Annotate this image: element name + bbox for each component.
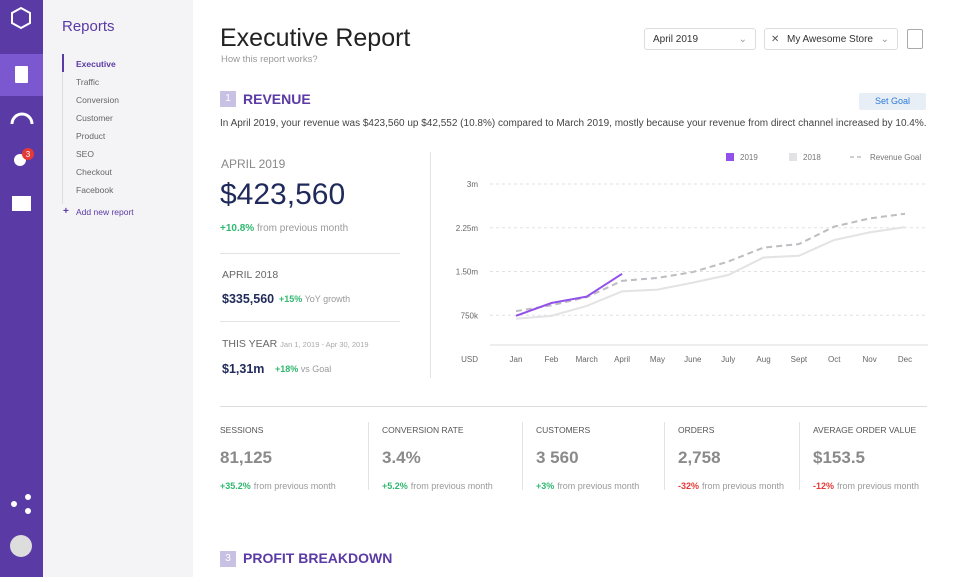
y-tick-label: 3m — [467, 180, 478, 189]
legend-label: Revenue Goal — [870, 153, 921, 162]
series-line — [515, 212, 906, 313]
page-title: Executive Report — [220, 24, 411, 52]
prior-change-text: YoY growth — [304, 294, 351, 304]
prior-value: $335,560 — [222, 292, 275, 306]
kpi-value: 2,758 — [678, 448, 721, 467]
kpi-change: -12% — [813, 481, 835, 491]
x-tick-label: March — [576, 355, 598, 364]
x-tick-label: Dec — [898, 355, 912, 364]
year-change-text: vs Goal — [300, 364, 332, 374]
year-change: +18% — [275, 364, 299, 374]
x-tick-label: Nov — [863, 355, 877, 364]
kpi-label: CUSTOMERS — [536, 425, 591, 435]
y-tick-label: 1.50m — [456, 268, 479, 277]
legend-label: 2019 — [740, 153, 758, 162]
kpi-label: ORDERS — [678, 425, 715, 435]
nav-item[interactable]: Checkout — [76, 167, 112, 177]
y-tick-label: 2.25m — [456, 224, 479, 233]
kpi-label: SESSIONS — [220, 425, 264, 435]
current-change: +10.8% — [220, 223, 255, 234]
store-select[interactable]: ✕ My Awesome Store ⌄ — [764, 28, 898, 50]
current-change-text: from previous month — [256, 223, 349, 234]
badge-count: 3 — [26, 150, 31, 159]
prior-change: +15% — [279, 294, 303, 304]
current-value: $423,560 — [220, 178, 346, 211]
logo[interactable] — [11, 6, 31, 30]
nav-item[interactable]: Traffic — [76, 77, 100, 87]
current-label: APRIL 2019 — [221, 157, 286, 171]
section-number: 1 — [220, 91, 236, 107]
x-tick-label: April — [614, 355, 630, 364]
kpi-change: +3% — [536, 481, 555, 491]
year-label: THIS YEAR — [222, 338, 278, 350]
year-range: Jan 1, 2019 - Apr 30, 2019 — [280, 340, 369, 349]
kpi-change-text: from previous month — [702, 481, 785, 491]
kpi-change: +5.2% — [382, 481, 408, 491]
kpi-value: $153.5 — [813, 448, 865, 467]
y-tick-label: 750k — [461, 311, 479, 320]
nav-item[interactable]: SEO — [76, 149, 94, 159]
section-number: 3 — [220, 551, 236, 567]
x-tick-label: Aug — [756, 355, 770, 364]
year-value: $1,31m — [222, 362, 265, 376]
legend-label: 2018 — [803, 153, 821, 162]
pdf-button[interactable] — [907, 29, 923, 49]
avatar[interactable] — [10, 535, 32, 557]
kpi-change: +35.2% — [220, 481, 251, 491]
nav-item[interactable]: Conversion — [76, 95, 119, 105]
nav-item[interactable]: Customer — [76, 113, 113, 123]
series-line — [515, 226, 906, 320]
kpi-value: 3.4% — [382, 448, 421, 467]
sidebar-title: Reports — [62, 18, 115, 35]
nav-item[interactable]: Facebook — [76, 185, 114, 195]
badge — [22, 148, 34, 160]
x-tick-label: Jan — [510, 355, 523, 364]
reports-icon[interactable] — [15, 66, 28, 83]
kpi-value: 3 560 — [536, 448, 579, 467]
x-tick-label: June — [684, 355, 702, 364]
subtitle[interactable]: How this report works? — [221, 54, 318, 65]
add-report[interactable]: Add new report — [76, 207, 134, 217]
set-goal-button[interactable]: Set Goal — [859, 93, 926, 110]
store: My Awesome Store — [787, 34, 873, 45]
kpi-label: CONVERSION RATE — [382, 425, 464, 435]
kpi-change-text: from previous month — [410, 481, 493, 491]
x-tick-label: May — [650, 355, 665, 364]
icon-rail: 3 — [0, 0, 43, 577]
section-title: PROFIT BREAKDOWN — [243, 550, 393, 566]
summary: In April 2019, your revenue was $423,560… — [220, 118, 927, 129]
legend-swatch — [726, 153, 734, 161]
prior-label: APRIL 2018 — [222, 269, 279, 281]
kpi-change-text: from previous month — [253, 481, 336, 491]
kpi-change-text: from previous month — [837, 481, 920, 491]
y-tick-label: USD — [461, 355, 478, 364]
x-tick-label: Sept — [791, 355, 808, 364]
kpi-change: -32% — [678, 481, 700, 491]
sidebar: Reports + Add new report — [43, 0, 193, 577]
series-line — [515, 272, 623, 317]
period: April 2019 — [653, 34, 699, 45]
section-title: REVENUE — [243, 91, 311, 107]
x-tick-label: Oct — [828, 355, 841, 364]
nav-item[interactable]: Executive — [76, 59, 116, 69]
revenue-chart: USD 750k 1.50m 2.25m 3m Jan Feb March April May Ju… — [456, 153, 928, 364]
nav-item[interactable]: Product — [76, 131, 106, 141]
kpi-change-text: from previous month — [557, 481, 640, 491]
list-icon[interactable] — [12, 196, 31, 211]
period-select[interactable]: April 2019 ⌄ — [644, 28, 756, 50]
gauge-icon[interactable] — [10, 112, 34, 125]
kpi-value: 81,125 — [220, 448, 272, 467]
share-icon[interactable] — [11, 501, 17, 507]
kpi-label: AVERAGE ORDER VALUE — [813, 425, 917, 435]
rail-icons: 3 — [0, 6, 43, 557]
x-tick-label: Feb — [544, 355, 558, 364]
x-tick-label: July — [721, 355, 735, 364]
legend-swatch — [789, 153, 797, 161]
